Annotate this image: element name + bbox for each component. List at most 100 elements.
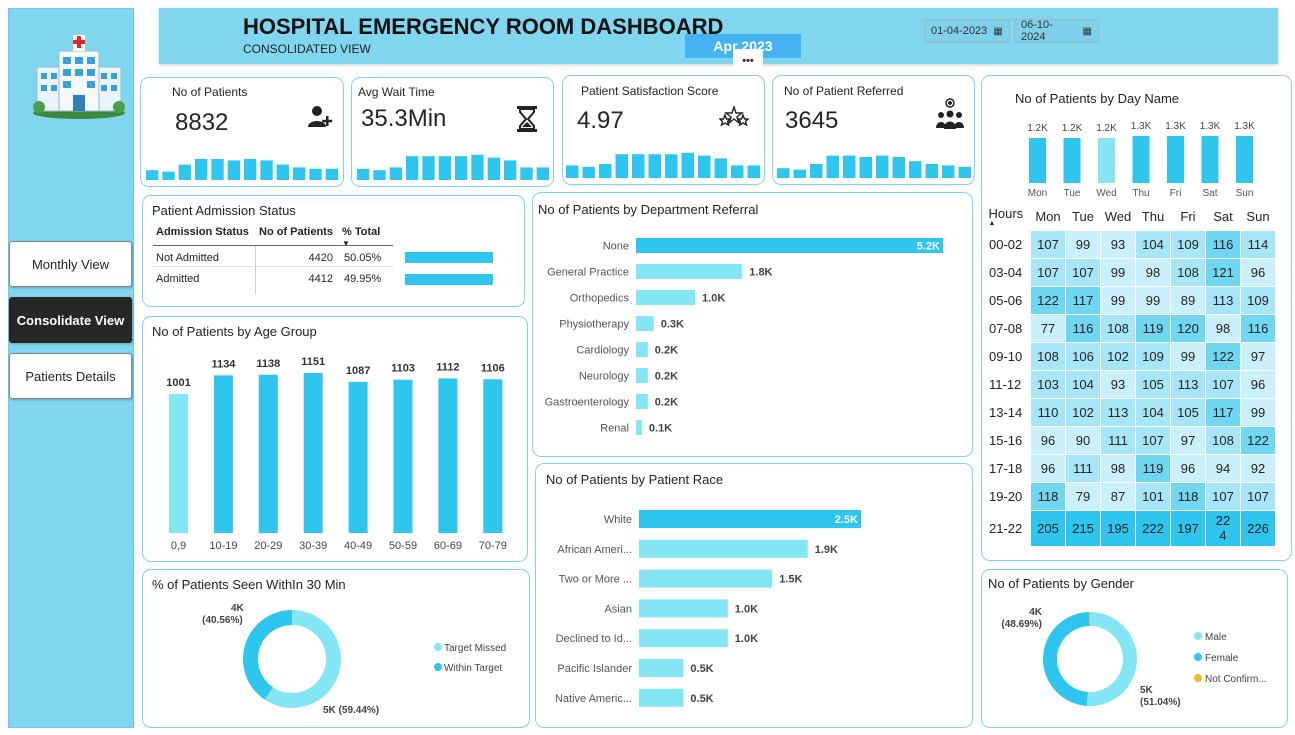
- heatmap-cell[interactable]: 111: [1065, 453, 1101, 483]
- legend-item[interactable]: Target Missed: [434, 643, 506, 654]
- heatmap-cell[interactable]: 101: [1135, 481, 1171, 511]
- heatmap-cell[interactable]: 97: [1240, 341, 1276, 371]
- day-bar[interactable]: [1167, 136, 1184, 183]
- bar[interactable]: [636, 316, 654, 331]
- heatmap-cell[interactable]: 105: [1135, 369, 1171, 399]
- heatmap-cell[interactable]: 98: [1205, 313, 1241, 343]
- column-header[interactable]: Wed: [1104, 209, 1132, 225]
- heatmap-cell[interactable]: 122: [1240, 425, 1276, 455]
- bar[interactable]: [639, 510, 861, 528]
- bar[interactable]: [636, 342, 648, 357]
- heatmap-cell[interactable]: 107: [1065, 257, 1101, 287]
- heatmap-cell[interactable]: 90: [1065, 425, 1101, 455]
- heatmap-cell[interactable]: 99: [1100, 257, 1136, 287]
- heatmap-cell[interactable]: 102: [1065, 397, 1101, 427]
- day-bar[interactable]: [1201, 136, 1219, 183]
- legend-item[interactable]: Not Confirm...: [1194, 674, 1267, 685]
- age-bar[interactable]: [213, 375, 233, 533]
- column-header[interactable]: Hours ▲: [988, 205, 1024, 227]
- heatmap-cell[interactable]: 96: [1030, 425, 1066, 455]
- date-to-picker[interactable]: 06-10-2024 ▦: [1014, 19, 1099, 43]
- bar[interactable]: [636, 420, 642, 435]
- table-row[interactable]: 11-12 103 104 93 105 113 107 96: [988, 369, 1276, 399]
- donut-slice[interactable]: [1043, 612, 1090, 706]
- column-header[interactable]: Sat: [1213, 209, 1233, 225]
- heatmap-cell[interactable]: 96: [1030, 453, 1066, 483]
- day-bar[interactable]: [1029, 138, 1046, 183]
- heatmap-cell[interactable]: 109: [1170, 229, 1206, 259]
- table-row[interactable]: 17-18 96 111 98 119 96 94 92: [988, 453, 1276, 483]
- column-header[interactable]: Sun: [1246, 209, 1270, 225]
- heatmap-cell[interactable]: 102: [1100, 341, 1136, 371]
- heatmap-cell[interactable]: 77: [1030, 313, 1066, 343]
- heatmap-cell[interactable]: 107: [1205, 369, 1241, 399]
- table-row[interactable]: 19-20 118 79 87 101 118 107 107: [988, 481, 1276, 511]
- heatmap-cell[interactable]: 109: [1240, 285, 1276, 315]
- donut-slice[interactable]: [1086, 612, 1137, 706]
- heatmap-cell[interactable]: 87: [1100, 481, 1136, 511]
- heatmap-cell[interactable]: 116: [1065, 313, 1101, 343]
- heatmap-cell[interactable]: 226: [1240, 509, 1276, 547]
- legend-item[interactable]: Female: [1194, 653, 1238, 664]
- heatmap-cell[interactable]: 117: [1065, 285, 1101, 315]
- heatmap-cell[interactable]: 22 4: [1205, 509, 1241, 547]
- heatmap-cell[interactable]: 195: [1100, 509, 1136, 547]
- bar[interactable]: [639, 688, 684, 707]
- heatmap-cell[interactable]: 118: [1170, 481, 1206, 511]
- heatmap-cell[interactable]: 104: [1135, 397, 1171, 427]
- heatmap-cell[interactable]: 197: [1170, 509, 1206, 547]
- age-bar[interactable]: [303, 373, 323, 533]
- heatmap-cell[interactable]: 118: [1030, 481, 1066, 511]
- bar[interactable]: [639, 599, 728, 618]
- age-bar[interactable]: [258, 374, 278, 533]
- heatmap-cell[interactable]: 122: [1205, 341, 1241, 371]
- column-header[interactable]: Fri: [1180, 209, 1196, 225]
- legend-item[interactable]: Male: [1194, 632, 1227, 643]
- heatmap-cell[interactable]: 107: [1030, 229, 1066, 259]
- heatmap-cell[interactable]: 99: [1135, 285, 1171, 315]
- day-bar[interactable]: [1132, 136, 1150, 183]
- age-bar[interactable]: [393, 379, 413, 533]
- column-header[interactable]: Admission Status: [156, 226, 249, 238]
- bar[interactable]: [639, 659, 684, 677]
- bar[interactable]: [636, 394, 648, 409]
- heatmap-cell[interactable]: 94: [1205, 453, 1241, 483]
- day-bar[interactable]: [1098, 138, 1115, 183]
- heatmap-cell[interactable]: 113: [1170, 369, 1206, 399]
- heatmap-cell[interactable]: 89: [1170, 285, 1206, 315]
- heatmap-cell[interactable]: 103: [1030, 369, 1066, 399]
- heatmap-cell[interactable]: 107: [1240, 481, 1276, 511]
- heatmap-cell[interactable]: 222: [1135, 509, 1171, 547]
- column-header[interactable]: % Total: [342, 226, 381, 238]
- day-bar[interactable]: [1236, 136, 1253, 183]
- donut-slice[interactable]: [243, 610, 292, 700]
- heatmap-cell[interactable]: 99: [1100, 285, 1136, 315]
- bar[interactable]: [639, 629, 728, 648]
- column-header[interactable]: No of Patients: [259, 226, 333, 238]
- heatmap-cell[interactable]: 107: [1030, 257, 1066, 287]
- patients-details-button[interactable]: Patients Details: [9, 353, 132, 399]
- table-row[interactable]: 05-06 122 117 99 99 89 113 109: [988, 285, 1276, 315]
- date-from-picker[interactable]: 01-04-2023 ▦: [924, 19, 1010, 43]
- donut-slice[interactable]: [264, 610, 341, 708]
- heatmap-cell[interactable]: 205: [1030, 509, 1066, 547]
- heatmap-cell[interactable]: 113: [1100, 397, 1136, 427]
- heatmap-cell[interactable]: 98: [1135, 257, 1171, 287]
- heatmap-cell[interactable]: 110: [1030, 397, 1066, 427]
- age-bar[interactable]: [438, 378, 458, 533]
- age-bar[interactable]: [348, 381, 368, 533]
- column-header[interactable]: Thu: [1141, 209, 1165, 225]
- table-row[interactable]: 15-16 96 90 111 107 97 108 122: [988, 425, 1276, 455]
- table-row[interactable]: 07-08 77 116 108 119 120 98 116: [988, 313, 1276, 343]
- heatmap-cell[interactable]: 116: [1205, 229, 1241, 259]
- heatmap-cell[interactable]: 79: [1065, 481, 1101, 511]
- heatmap-cell[interactable]: 96: [1240, 369, 1276, 399]
- heatmap-cell[interactable]: 93: [1100, 229, 1136, 259]
- legend-item[interactable]: Within Target: [434, 663, 502, 674]
- table-row[interactable]: 00-02 107 99 93 104 109 116 114: [988, 229, 1276, 259]
- heatmap-cell[interactable]: 215: [1065, 509, 1101, 547]
- heatmap-cell[interactable]: 93: [1100, 369, 1136, 399]
- consolidate-view-button[interactable]: Consolidate View: [9, 297, 132, 343]
- heatmap-cell[interactable]: 108: [1100, 313, 1136, 343]
- heatmap-cell[interactable]: 98: [1100, 453, 1136, 483]
